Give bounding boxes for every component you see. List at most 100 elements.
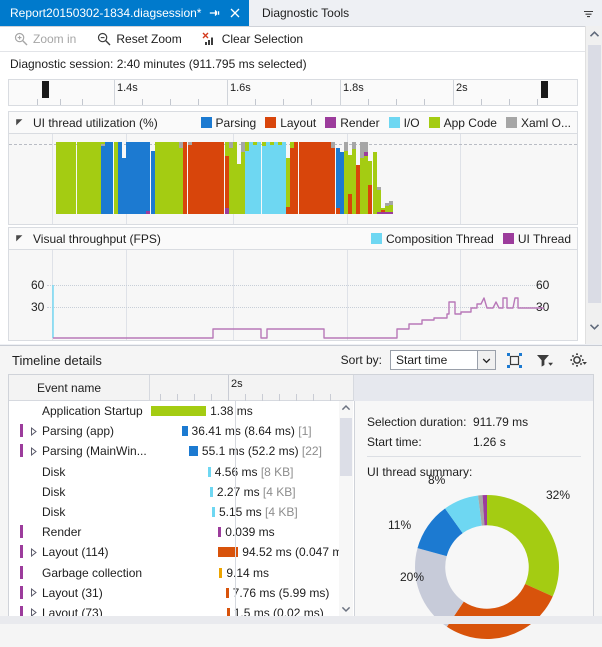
zoom-to-selection-icon[interactable] xyxy=(504,350,524,370)
ui-thread-bar-segment xyxy=(216,142,221,214)
triangle-collapse-icon[interactable] xyxy=(9,234,29,243)
event-duration-text: 4.56 ms [8 KB] xyxy=(214,464,294,479)
ui-thread-bar-segment xyxy=(232,142,237,214)
chevron-down-icon[interactable] xyxy=(580,4,596,22)
chevron-up-icon[interactable] xyxy=(339,401,353,415)
donut-slice-xaml-misc xyxy=(478,495,485,526)
ui-thread-bar-segment xyxy=(347,154,352,194)
ui-thread-bar-segment xyxy=(380,211,385,214)
column-header-event-name: Event name xyxy=(37,381,102,395)
diagnostic-session-info: Diagnostic session: 2:40 minutes (911.79… xyxy=(10,57,307,71)
ui-thread-bar-segment xyxy=(380,209,385,212)
table-row[interactable]: Parsing (app) 36.41 ms (8.64 ms) [1] xyxy=(9,421,354,441)
event-name: Layout (31) xyxy=(42,585,103,600)
scrollbar-thumb[interactable] xyxy=(588,45,601,303)
event-color-marker xyxy=(20,525,23,539)
ui-thread-bar-segment xyxy=(220,142,225,214)
table-row[interactable]: Disk 4.56 ms [8 KB] xyxy=(9,462,354,482)
donut-slice-xaml-other xyxy=(415,548,464,627)
chevron-up-icon[interactable] xyxy=(586,26,602,43)
sort-by-select[interactable]: Start time xyxy=(390,350,496,370)
ui-thread-bar-segment xyxy=(278,144,282,214)
ui-thread-utilization-chart[interactable] xyxy=(8,133,578,225)
ui-thread-bar-segment xyxy=(360,142,365,158)
horizontal-scrollbar[interactable] xyxy=(0,616,602,624)
legend-swatch-render xyxy=(325,117,337,128)
filter-icon[interactable] xyxy=(532,350,558,370)
table-row[interactable]: Application Startup 1.38 ms xyxy=(9,401,354,421)
donut-label-parsing: 11% xyxy=(388,518,412,532)
ui-thread-bar-segment xyxy=(384,206,389,212)
event-name: Layout (114) xyxy=(42,545,109,560)
table-row[interactable]: Garbage collection 9.14 ms xyxy=(9,563,354,583)
tab-diagnostic-tools[interactable]: Diagnostic Tools xyxy=(252,0,359,26)
timeline-details-header: Timeline details Sort by: Start time xyxy=(0,346,602,374)
ui-thread-bar-segment xyxy=(212,142,217,214)
graphs-panel-scrollbar[interactable] xyxy=(585,26,602,344)
ui-thread-bar-segment xyxy=(88,142,93,214)
table-row[interactable]: Layout (73) 1.5 ms (0.02 ms) xyxy=(9,603,354,616)
clear-selection-button[interactable]: Clear Selection xyxy=(199,29,306,49)
fps-series-lines xyxy=(52,285,544,339)
ui-thread-section-header[interactable]: UI thread utilization (%) Parsing Layout… xyxy=(8,111,578,133)
ui-thread-bar-segment xyxy=(384,202,389,207)
table-row[interactable]: Layout (114) 94.52 ms (0.047 ms) xyxy=(9,542,354,562)
ui-thread-bar-segment xyxy=(162,142,167,214)
selection-handle-right[interactable] xyxy=(541,81,548,98)
fps-section-header[interactable]: Visual throughput (FPS) Composition Thre… xyxy=(8,227,578,249)
ui-thread-bar-segment xyxy=(93,142,97,214)
ui-thread-bar-segment xyxy=(101,146,106,214)
visual-throughput-chart[interactable]: 60 30 60 30 xyxy=(8,249,578,341)
ui-thread-bar-segment xyxy=(228,142,233,148)
gear-icon[interactable] xyxy=(566,350,592,370)
selection-duration-value: 911.79 ms xyxy=(473,415,529,429)
event-name: Render xyxy=(42,525,82,540)
ui-thread-bar-segment xyxy=(352,142,356,150)
tab-report-diagsession[interactable]: Report20150302-1834.diagsession* xyxy=(0,0,249,26)
table-row[interactable]: Parsing (MainWin... 55.1 ms (52.2 ms) [22… xyxy=(9,441,354,461)
selection-duration-label: Selection duration: xyxy=(367,415,467,429)
ui-thread-bar-segment xyxy=(335,147,340,209)
ui-thread-bar-segment xyxy=(384,211,389,214)
expander-triangle-icon[interactable] xyxy=(28,425,39,437)
ui-thread-bar-segment xyxy=(76,142,81,214)
events-grid-scrollbar[interactable] xyxy=(339,401,353,616)
ui-thread-bar-segment xyxy=(72,142,77,214)
table-row[interactable]: Disk 2.27 ms [4 KB] xyxy=(9,482,354,502)
chevron-down-icon[interactable] xyxy=(586,318,602,335)
start-time-value: 1.26 s xyxy=(473,435,506,449)
event-name: Layout (73) xyxy=(42,605,103,616)
close-icon[interactable] xyxy=(227,4,243,22)
legend-label-app-code: App Code xyxy=(443,115,497,130)
ui-thread-bar-segment xyxy=(121,157,126,214)
chevron-down-icon[interactable] xyxy=(477,351,495,369)
expander-triangle-icon[interactable] xyxy=(28,546,39,558)
scrollbar-thumb[interactable] xyxy=(340,418,352,476)
tab-title: Report20150302-1834.diagsession* xyxy=(10,6,202,20)
ui-thread-bar-segment xyxy=(228,147,233,214)
legend-label-composition-thread: Composition Thread xyxy=(386,231,494,246)
timeline-ruler[interactable]: 1.4s 1.6s 1.8s 2s xyxy=(8,79,578,106)
table-row[interactable]: Disk 5.15 ms [4 KB] xyxy=(9,502,354,522)
ui-thread-bar-segment xyxy=(261,146,266,214)
chevron-down-icon[interactable] xyxy=(339,602,353,616)
ui-thread-bar-segment xyxy=(376,186,381,191)
selection-handle-left[interactable] xyxy=(42,81,49,98)
event-duration-text: 94.52 ms (0.047 ms) xyxy=(242,545,353,560)
ui-thread-bar-segment xyxy=(150,150,155,214)
triangle-collapse-icon[interactable] xyxy=(9,118,29,127)
reset-zoom-button[interactable]: Reset Zoom xyxy=(93,29,184,49)
zoom-in-button[interactable]: Zoom in xyxy=(10,29,79,49)
donut-slice-parsing xyxy=(417,508,463,557)
ui-thread-bar-segment xyxy=(138,142,143,214)
table-row[interactable]: Render 0.039 ms xyxy=(9,522,354,542)
expander-triangle-icon[interactable] xyxy=(28,607,39,616)
table-row[interactable]: Layout (31) 7.76 ms (5.99 ms) xyxy=(9,583,354,603)
expander-triangle-icon[interactable] xyxy=(28,445,39,457)
ui-thread-bar-segment xyxy=(80,142,85,214)
expander-triangle-icon[interactable] xyxy=(28,587,39,599)
event-duration-bar xyxy=(218,547,239,558)
pin-icon[interactable] xyxy=(206,4,222,22)
ui-thread-bar-segment xyxy=(105,142,110,214)
